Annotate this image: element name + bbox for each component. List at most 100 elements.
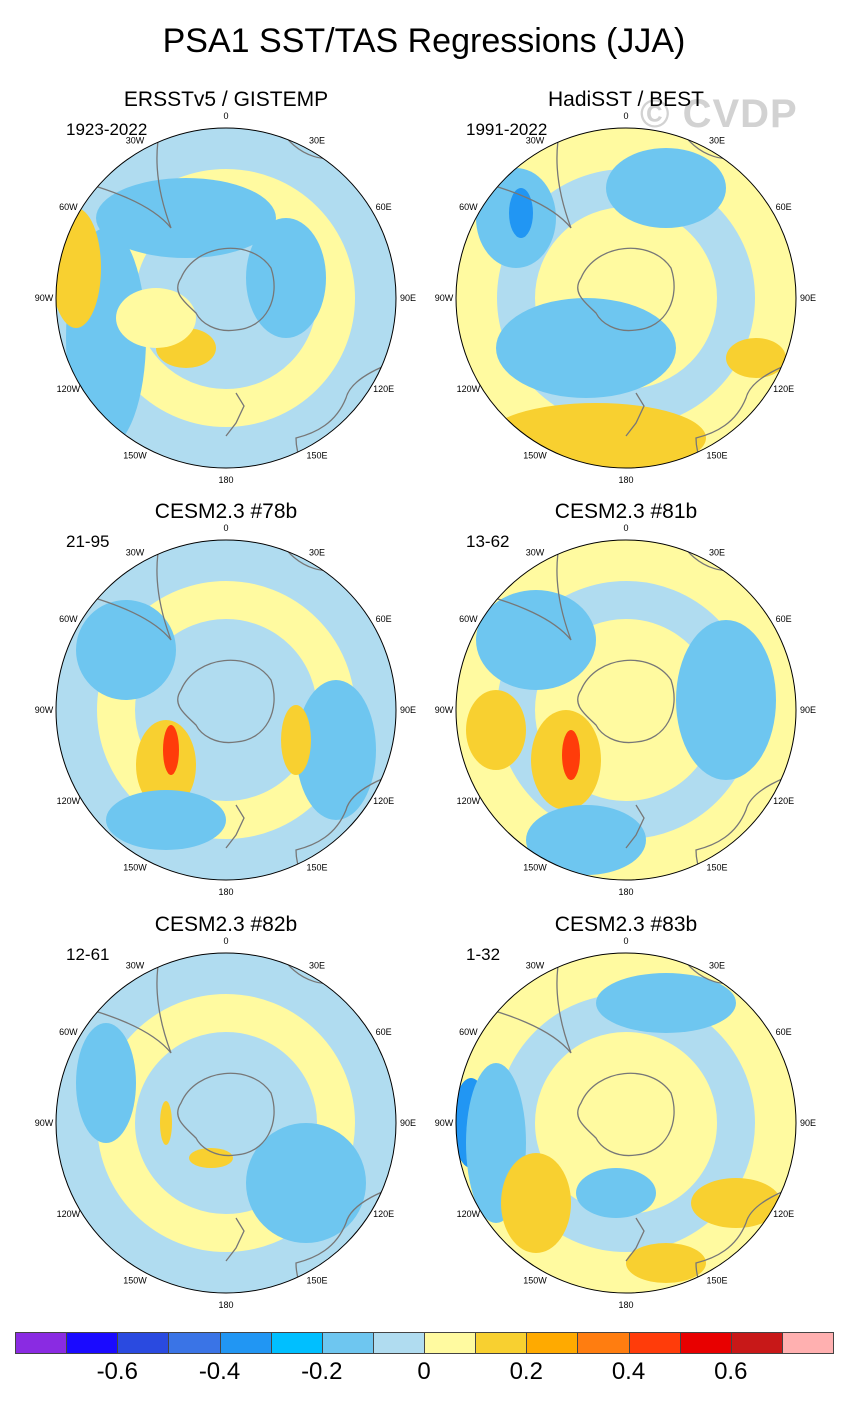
panel-title: ERSSTv5 / GISTEMP [123, 88, 329, 111]
longitude-label: 90W [435, 705, 454, 715]
regression-anomaly [76, 600, 176, 700]
colorbar [15, 1332, 834, 1356]
panel-title: CESM2.3 #82b [154, 913, 298, 936]
regression-anomaly [676, 620, 776, 780]
colorbar-box [730, 1332, 783, 1354]
map-panel: CESM2.3 #81b 13-62 0 30E 60E 90E 120E 150E 180 15… [435, 500, 848, 897]
longitude-label: 60W [459, 202, 478, 212]
regression-anomaly [466, 690, 526, 770]
regression-anomaly [486, 403, 706, 468]
antarctica-coastline [577, 659, 675, 744]
antarctica-coastline [177, 247, 275, 332]
map-panel: ERSSTv5 / GISTEMP 1923-2022 0 30E 60E 90E 120E… [35, 88, 456, 485]
longitude-label: 90W [35, 293, 54, 303]
south-america-coastline [65, 953, 172, 1054]
colorbar-tick-label: 0 [417, 1358, 431, 1385]
new-zealand-coastline [625, 1217, 645, 1262]
longitude-label: 150W [523, 863, 547, 873]
longitude-label: 180 [618, 475, 633, 485]
longitude-label: 150E [706, 1276, 727, 1286]
map-border [455, 127, 797, 469]
longitude-label: 120W [457, 1209, 481, 1219]
longitude-label: 60E [376, 1027, 392, 1037]
antarctica-coastline [177, 1072, 275, 1157]
new-zealand-coastline [225, 1217, 245, 1262]
polar-map: 0 30E 60E 90E 120E 150E 180 150W 120W 90W 60W 30W [435, 523, 816, 897]
longitude-label: 90E [800, 293, 816, 303]
regression-anomaly [526, 805, 646, 875]
longitude-label: 180 [618, 887, 633, 897]
longitude-label: 150E [306, 1276, 327, 1286]
regression-anomaly [501, 1153, 571, 1253]
new-zealand-coastline [625, 804, 645, 849]
panel-title: CESM2.3 #83b [554, 913, 698, 936]
longitude-label: 60E [776, 614, 792, 624]
colorbar-tick-label: 0.6 [714, 1358, 748, 1385]
regression-anomaly [76, 1023, 136, 1143]
longitude-label: 60W [59, 1027, 78, 1037]
antarctica-coastline [577, 247, 675, 332]
south-america-coastline [65, 128, 172, 229]
map-border [455, 952, 797, 1294]
colorbar-box [577, 1332, 630, 1354]
longitude-label: 60E [776, 1027, 792, 1037]
longitude-label: 90E [400, 705, 416, 715]
longitude-label: 180 [218, 1300, 233, 1310]
panel-title: CESM2.3 #78b [154, 500, 298, 523]
longitude-label: 150W [523, 451, 547, 461]
polar-map: 0 30E 60E 90E 120E 150E 180 150W 120W 90W 60W 30W [435, 111, 816, 485]
colorbar-box [781, 1332, 834, 1354]
figure-title: PSA1 SST/TAS Regressions (JJA) [162, 22, 686, 60]
longitude-label: 90W [35, 1118, 54, 1128]
longitude-label: 120W [457, 384, 481, 394]
colorbar-box [475, 1332, 528, 1354]
map-panel: HadiSST / BEST 1991-2022 0 30E 60E 90E 120E 150… [435, 88, 848, 485]
panel-title: CESM2.3 #81b [554, 500, 698, 523]
polar-map: 0 30E 60E 90E 120E 150E 180 150W 120W 90W 60W 30W [35, 936, 416, 1310]
regression-anomaly [576, 1168, 656, 1218]
panel-years: 12-61 [66, 945, 110, 964]
regression-anomaly [606, 148, 726, 228]
panel-years: 1-32 [466, 945, 501, 964]
longitude-label: 180 [218, 475, 233, 485]
map-border [55, 952, 397, 1294]
longitude-label: 30W [526, 960, 545, 970]
colorbar-tick-label: -0.6 [96, 1358, 138, 1385]
longitude-label: 60W [459, 1027, 478, 1037]
south-america-coastline [465, 128, 572, 229]
longitude-label: 180 [218, 887, 233, 897]
longitude-label: 120E [373, 796, 394, 806]
colorbar-box [321, 1332, 374, 1354]
regression-anomaly [476, 590, 596, 690]
longitude-label: 150W [523, 1276, 547, 1286]
longitude-label: 90E [400, 1118, 416, 1128]
longitude-label: 60E [376, 614, 392, 624]
longitude-label: 0 [623, 111, 628, 121]
regression-anomaly [296, 680, 376, 820]
longitude-label: 180 [618, 1300, 633, 1310]
longitude-label: 0 [623, 523, 628, 533]
regression-anomaly [691, 1178, 781, 1228]
south-america-coastline [65, 540, 172, 641]
regression-anomaly [562, 730, 580, 780]
map-panel: CESM2.3 #83b 1-32 0 30E 60E 90E 120E 150E 180 150… [435, 913, 848, 1310]
longitude-label: 150E [706, 863, 727, 873]
longitude-label: 120E [773, 1209, 794, 1219]
antarctica-coastline [577, 1072, 675, 1157]
longitude-label: 30E [309, 960, 325, 970]
regression-anomaly [596, 973, 736, 1033]
map-panel: CESM2.3 #78b 21-95 0 30E 60E 90E 120E 150E 180 15… [35, 500, 456, 897]
colorbar-box [270, 1332, 323, 1354]
panel-years: 13-62 [466, 532, 510, 551]
map-panel: CESM2.3 #82b 12-61 0 30E 60E 90E 120E 150E 180 15… [35, 913, 456, 1310]
colorbar-box [117, 1332, 170, 1354]
new-zealand-coastline [225, 804, 245, 849]
longitude-label: 90W [435, 1118, 454, 1128]
longitude-label: 30W [126, 135, 145, 145]
south-america-coastline [465, 540, 572, 641]
panel-title: HadiSST / BEST [547, 88, 704, 111]
panel-years: 21-95 [66, 532, 110, 551]
longitude-label: 30E [309, 547, 325, 557]
cvdp-watermark: © CVDP [640, 92, 798, 136]
map-border [455, 539, 797, 881]
